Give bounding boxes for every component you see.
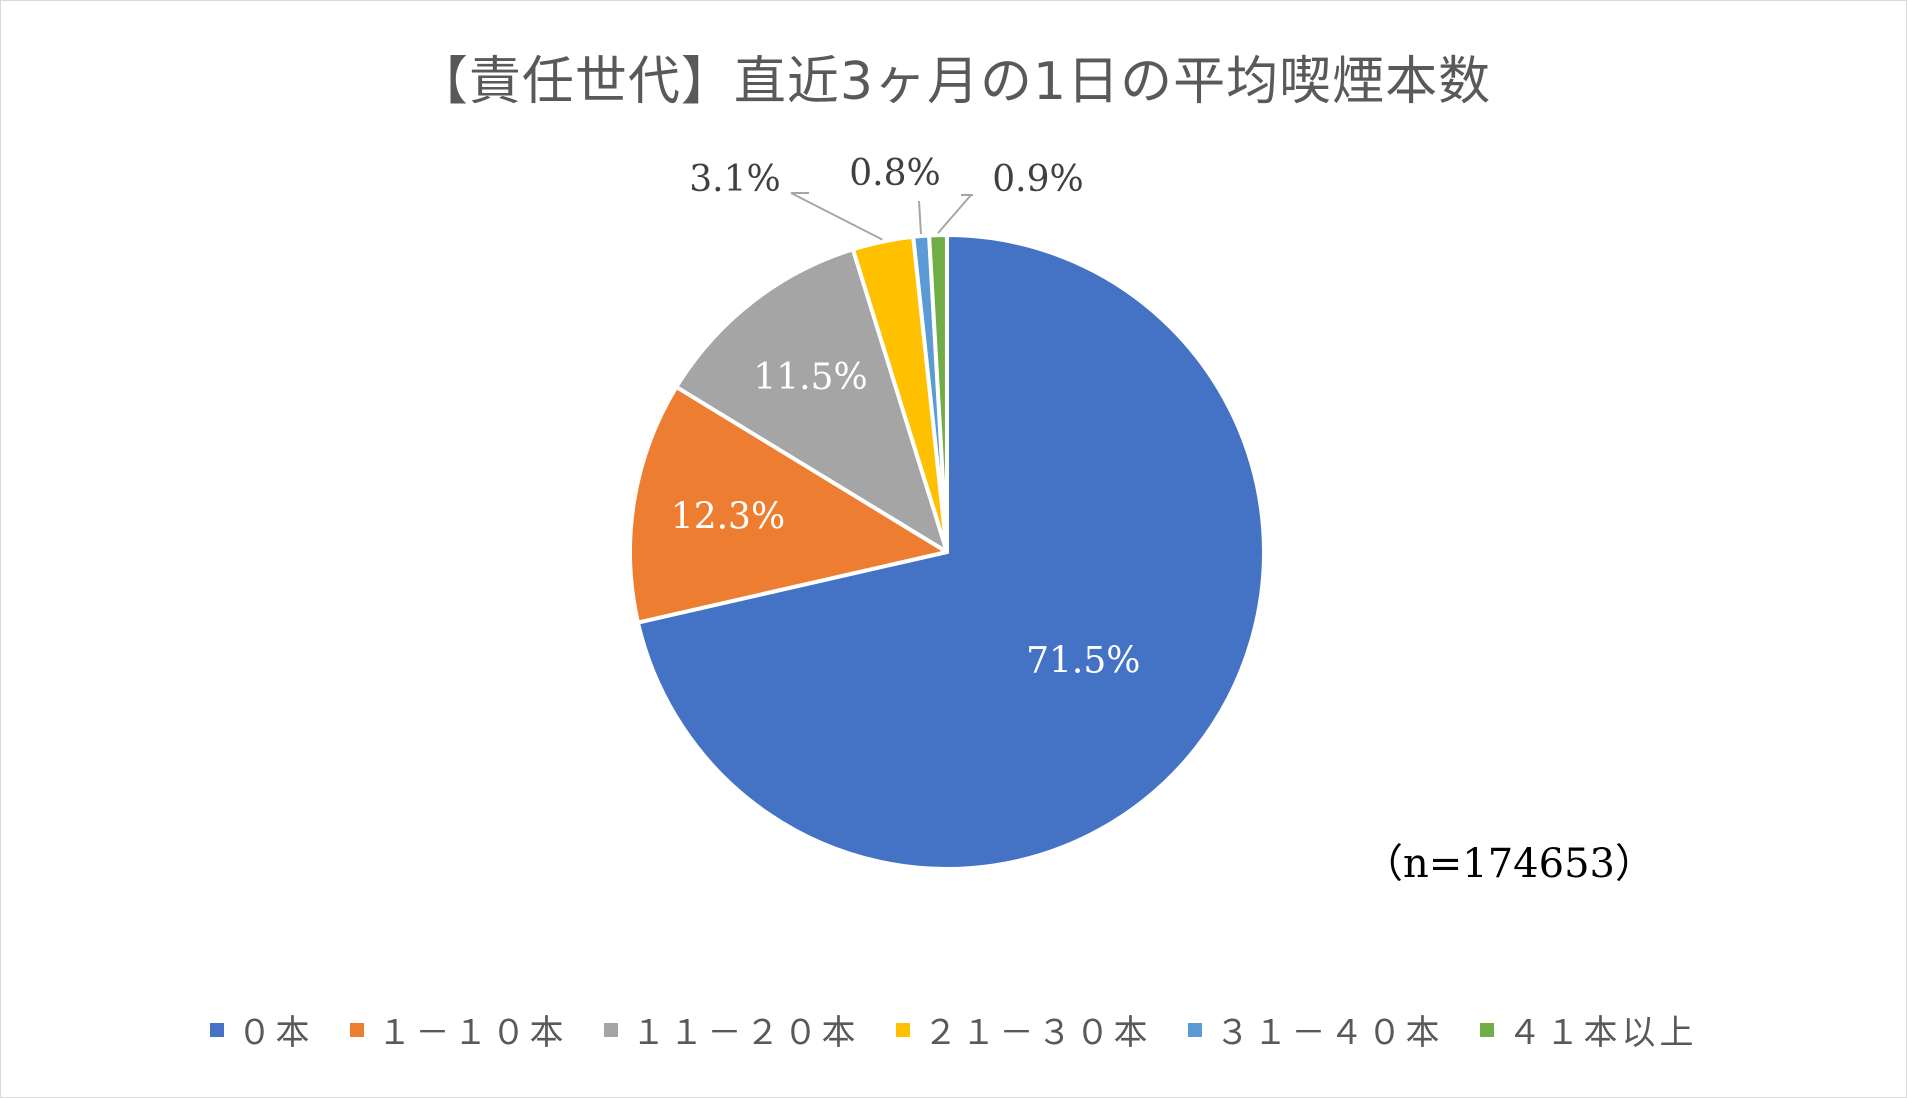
data-label-21-30: 3.1% [689, 159, 780, 200]
legend-label: ４１本以上 [1507, 1013, 1698, 1053]
legend-entry-0: ０本 [209, 1005, 314, 1054]
legend-swatch [1479, 1022, 1494, 1037]
legend-label: １１－２０本 [631, 1013, 860, 1053]
data-label-1-10: 12.3% [671, 496, 785, 537]
sample-size-annotation: （n=174653） [1363, 841, 1655, 887]
pie-slice-41-plus [927, 233, 949, 554]
legend-label: １－１０本 [377, 1013, 568, 1053]
legend-label: ０本 [237, 1013, 314, 1053]
legend-entry-21-30: ２１－３０本 [895, 1005, 1152, 1054]
chart-title: 【責任世代】直近3ヶ月の1日の平均喫煙本数 [415, 52, 1492, 112]
legend-entry-1-10: １－１０本 [349, 1005, 568, 1054]
leader-line-31-40 [918, 200, 922, 235]
legend-swatch [895, 1022, 910, 1037]
legend: ０本 １－１０本 １１－２０本 ２１－３０本 ３１－４０本 ４１本以上 [1, 1005, 1906, 1054]
legend-swatch [603, 1022, 618, 1037]
legend-entry-41-plus: ４１本以上 [1479, 1005, 1698, 1054]
legend-swatch [349, 1022, 364, 1037]
pie-slice-11-20 [674, 247, 949, 554]
data-label-31-40: 0.8% [849, 153, 940, 194]
legend-label: ２１－３０本 [923, 1013, 1152, 1053]
data-label-0: 71.5% [1026, 641, 1140, 682]
legend-label: ３１－４０本 [1215, 1013, 1444, 1053]
legend-swatch [1187, 1022, 1202, 1037]
legend-entry-31-40: ３１－４０本 [1187, 1005, 1444, 1054]
data-label-11-20: 11.5% [753, 357, 867, 398]
legend-entry-11-20: １１－２０本 [603, 1005, 860, 1054]
data-label-41-plus: 0.9% [992, 159, 1083, 200]
pie-slice-1-10 [628, 384, 949, 625]
legend-swatch [209, 1022, 224, 1037]
leader-line-41-plus [937, 194, 972, 234]
leader-line-21-30 [790, 192, 883, 241]
pie-slice-0 [635, 233, 1266, 871]
